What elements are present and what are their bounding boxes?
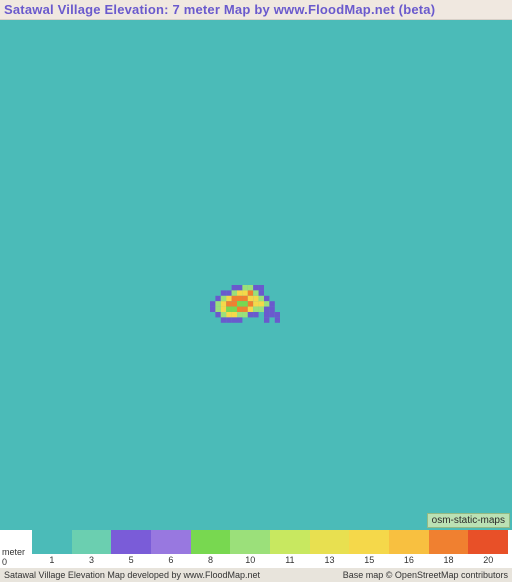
swatch-bar (32, 530, 508, 554)
legend-swatch (349, 530, 389, 554)
legend-swatch (270, 530, 310, 554)
legend-value-label: 18 (429, 554, 469, 568)
labels-bar: 1356810111315161820 (32, 554, 508, 568)
legend-value-label: 20 (468, 554, 508, 568)
elevation-map: osm-static-maps (0, 20, 512, 530)
legend-value-label: 6 (151, 554, 191, 568)
osm-badge: osm-static-maps (427, 513, 510, 528)
page-title: Satawal Village Elevation: 7 meter Map b… (4, 2, 435, 17)
footer-left: Satawal Village Elevation Map developed … (4, 570, 260, 580)
legend-value-label: 1 (32, 554, 72, 568)
legend-swatch (310, 530, 350, 554)
legend-swatch (111, 530, 151, 554)
legend-swatch (468, 530, 508, 554)
legend-swatch (72, 530, 112, 554)
legend-swatch (230, 530, 270, 554)
footer-right: Base map © OpenStreetMap contributors (343, 570, 508, 580)
legend-value-label: 5 (111, 554, 151, 568)
legend-value-label: 8 (191, 554, 231, 568)
ocean-layer (0, 20, 512, 530)
legend-swatch (32, 530, 72, 554)
legend-row: meter 0 1356810111315161820 (0, 530, 512, 568)
legend-swatches: 1356810111315161820 (32, 530, 512, 568)
island-pixels (210, 285, 280, 328)
title-bar: Satawal Village Elevation: 7 meter Map b… (0, 0, 512, 20)
footer: Satawal Village Elevation Map developed … (0, 568, 512, 582)
legend-unit-label: meter 0 (2, 547, 32, 568)
elevation-legend: meter 0 1356810111315161820 Satawal Vill… (0, 530, 512, 582)
legend-swatch (151, 530, 191, 554)
legend-swatch (389, 530, 429, 554)
legend-value-label: 11 (270, 554, 310, 568)
legend-value-label: 15 (349, 554, 389, 568)
legend-value-label: 3 (72, 554, 112, 568)
legend-swatch (429, 530, 469, 554)
legend-value-label: 10 (230, 554, 270, 568)
legend-value-label: 13 (310, 554, 350, 568)
legend-swatch (191, 530, 231, 554)
legend-value-label: 16 (389, 554, 429, 568)
